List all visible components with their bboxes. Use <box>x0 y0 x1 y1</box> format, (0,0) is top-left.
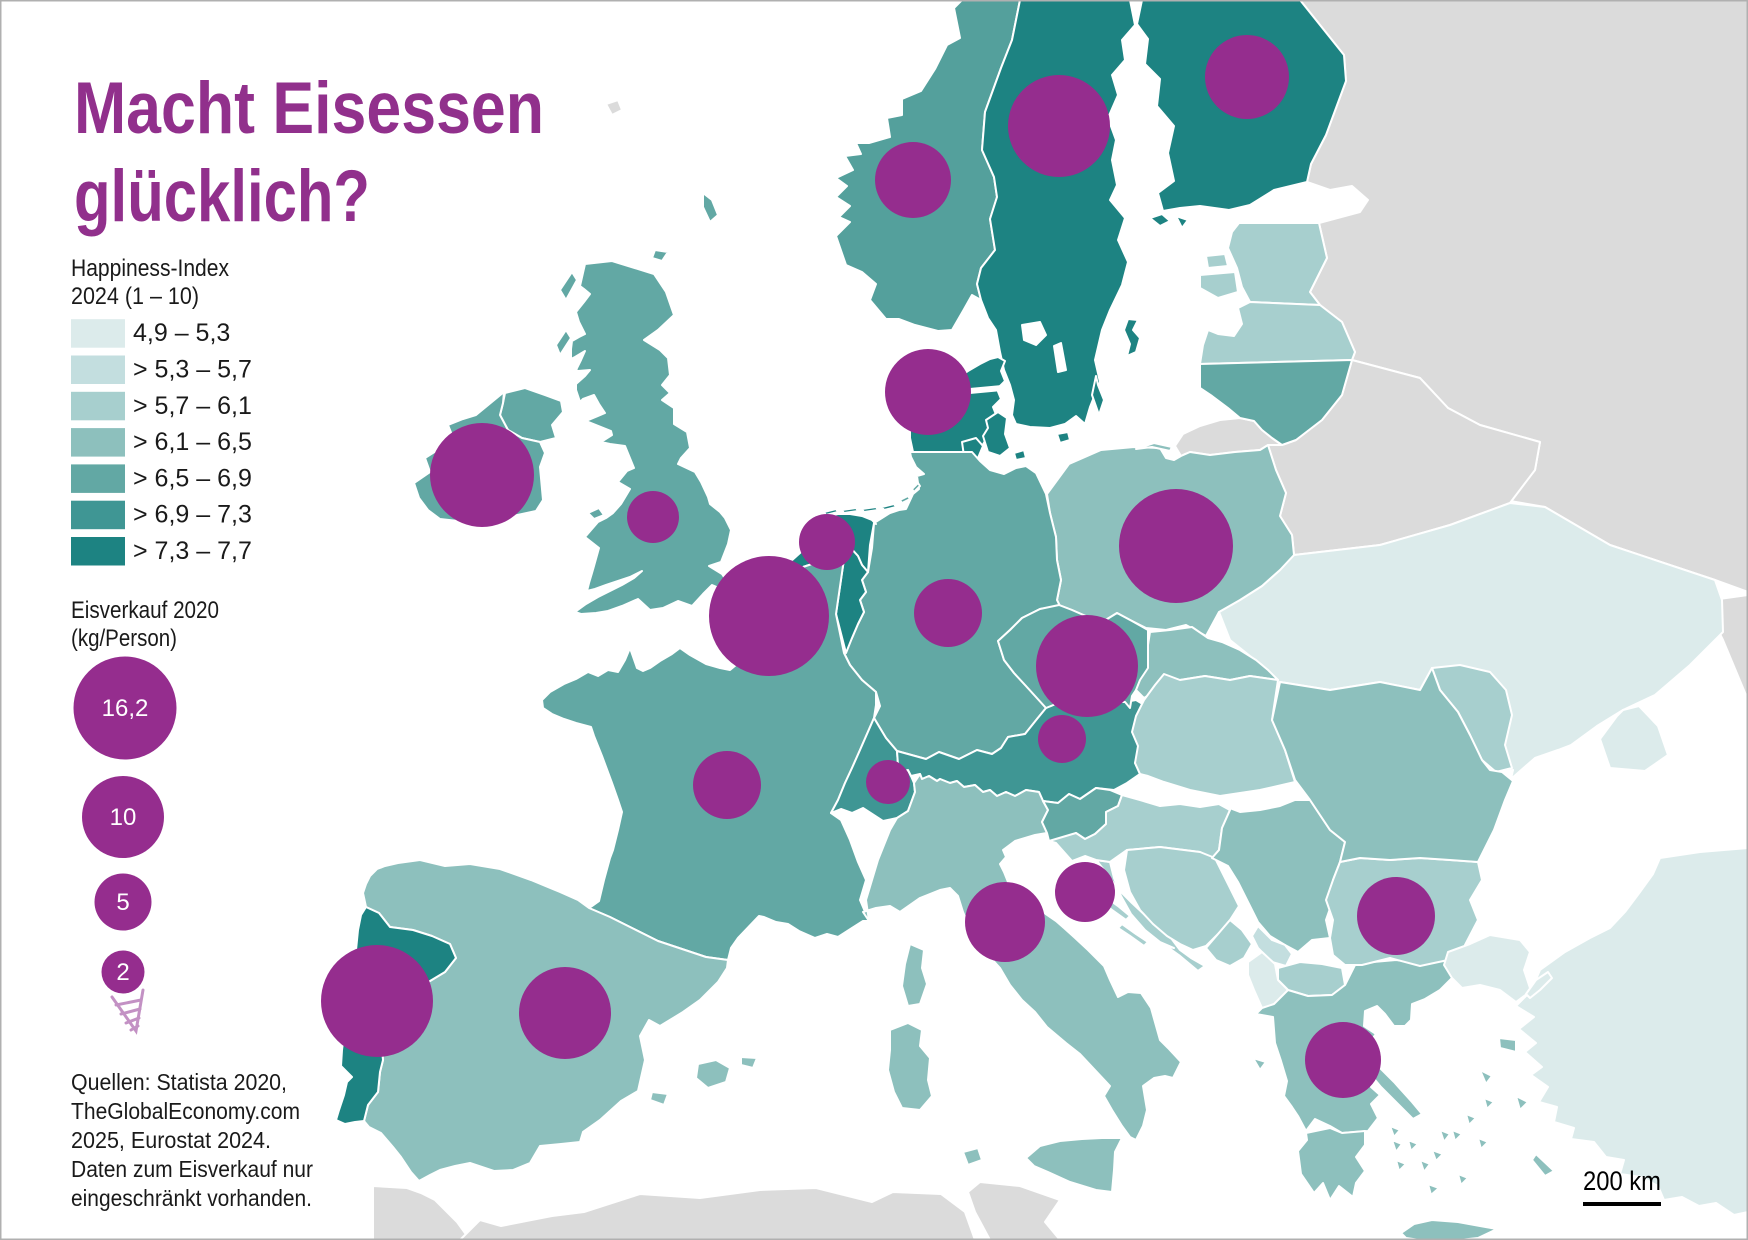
svg-text:Macht Eisessen: Macht Eisessen <box>74 68 544 149</box>
svg-text:2: 2 <box>116 959 129 986</box>
svg-text:(kg/Person): (kg/Person) <box>71 625 177 652</box>
svg-text:> 6,9 – 7,3: > 6,9 – 7,3 <box>133 501 252 529</box>
svg-text:10: 10 <box>110 804 137 831</box>
svg-text:Daten zum Eisverkauf nur: Daten zum Eisverkauf nur <box>71 1156 313 1182</box>
svg-text:2025, Eurostat 2024.: 2025, Eurostat 2024. <box>71 1127 271 1153</box>
svg-text:> 7,3 – 7,7: > 7,3 – 7,7 <box>133 537 252 565</box>
svg-text:16,2: 16,2 <box>102 695 149 722</box>
svg-text:Eisverkauf 2020: Eisverkauf 2020 <box>71 597 219 624</box>
svg-text:> 5,7 – 6,1: > 5,7 – 6,1 <box>133 392 252 420</box>
svg-text:eingeschränkt vorhanden.: eingeschränkt vorhanden. <box>71 1185 312 1211</box>
svg-text:glücklich?: glücklich? <box>74 156 370 237</box>
svg-text:Quellen: Statista 2020,: Quellen: Statista 2020, <box>71 1069 287 1095</box>
svg-text:2024 (1 – 10): 2024 (1 – 10) <box>71 283 199 310</box>
svg-text:> 6,1 – 6,5: > 6,1 – 6,5 <box>133 428 252 456</box>
svg-text:4,9 – 5,3: 4,9 – 5,3 <box>133 319 230 347</box>
svg-text:TheGlobalEconomy.com: TheGlobalEconomy.com <box>71 1098 300 1124</box>
svg-text:> 5,3 – 5,7: > 5,3 – 5,7 <box>133 356 252 384</box>
svg-text:5: 5 <box>116 889 129 916</box>
svg-text:200 km: 200 km <box>1583 1166 1661 1196</box>
svg-text:Happiness-Index: Happiness-Index <box>71 255 229 282</box>
svg-text:> 6,5 – 6,9: > 6,5 – 6,9 <box>133 464 252 492</box>
